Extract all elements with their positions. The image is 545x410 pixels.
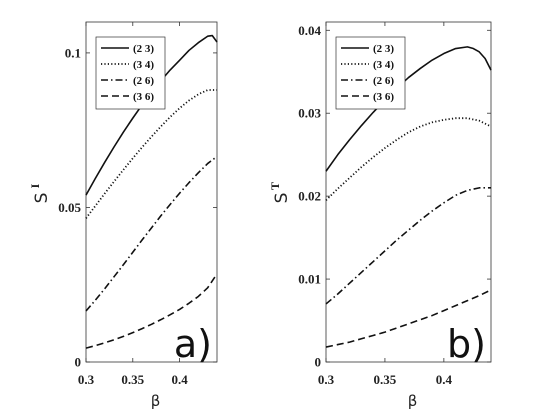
series-line-3-4 [326,118,491,200]
x-tick-label: 0.3 [318,372,335,387]
x-axis-label: β [408,392,418,410]
y-tick-label: 0 [315,355,322,370]
legend-label: (2 6) [373,75,394,87]
x-tick-label: 0.35 [374,372,397,387]
series-line-2-6 [326,188,491,304]
y-axis-label: ST [268,182,292,203]
y-tick-label: 0.05 [58,200,81,215]
y-tick-label: 0 [75,355,82,370]
y-tick-label: 0.03 [298,106,321,121]
chart-panel-b: 0.3 0.35 0.4 0 0.01 0.02 0.03 0.04 β ST (2 3) (3 4)… [268,22,491,410]
legend-label: (2 6) [133,75,154,87]
legend-label: (2 3) [133,43,154,55]
y-tick-label: 0.1 [65,45,81,60]
y-axis-label-main: S [272,193,292,204]
legend-label: (3 6) [133,91,154,103]
y-axis-label-main: S [32,193,52,204]
y-tick-label: 0.04 [298,23,321,38]
legend-label: (3 6) [373,91,394,103]
panel-label: a) [174,322,212,366]
y-tick-label: 0.02 [298,189,321,204]
legend: (2 3) (3 4) (2 6) (3 6) [336,37,405,109]
x-tick-label: 0.4 [436,372,453,387]
panel-label: b) [447,322,486,366]
legend-label: (2 3) [373,43,394,55]
series-line-2-6 [86,156,217,311]
y-axis-label-superscript: I [28,183,42,188]
y-axis-label: SI [28,183,52,203]
x-tick-label: 0.35 [121,372,144,387]
chart-panel-a: 0.3 0.35 0.4 0 0.05 0.1 β SI (2 3) (3 4) (2 6) (3 6… [28,22,217,410]
legend-label: (3 4) [373,59,394,71]
x-tick-label: 0.3 [78,372,95,387]
legend: (2 3) (3 4) (2 6) (3 6) [96,37,165,109]
y-axis-label-superscript: T [268,182,282,190]
y-tick-label: 0.01 [298,272,321,287]
x-axis-label: β [151,392,161,410]
x-tick-label: 0.4 [171,372,188,387]
legend-label: (3 4) [133,59,154,71]
